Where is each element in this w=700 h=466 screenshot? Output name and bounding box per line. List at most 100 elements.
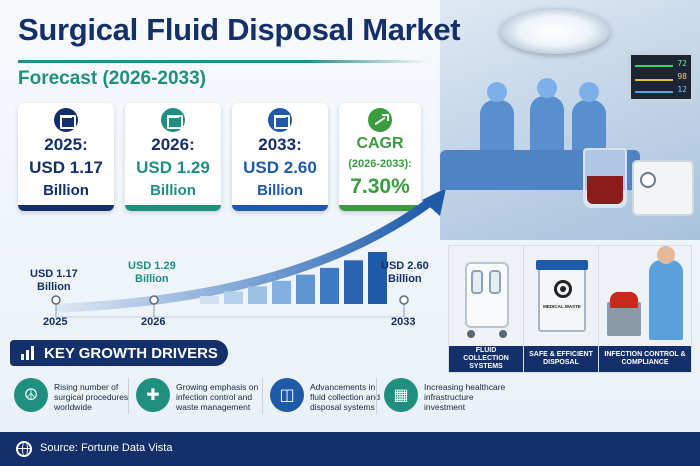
- stat-card-cagr: CAGR (2026-2033): 7.30%: [339, 103, 421, 211]
- calendar-icon: [54, 108, 78, 132]
- surgical-lamp: [500, 8, 610, 54]
- stat-unit: Billion: [257, 182, 303, 199]
- card-accent-bar: [18, 205, 114, 211]
- title-divider: [18, 60, 428, 63]
- bar-chart-icon: [20, 345, 36, 361]
- hospital-icon: ▦: [384, 378, 418, 412]
- gauge-icon: [640, 172, 656, 188]
- marker-value: USD 2.60: [381, 260, 429, 272]
- marker-label-2033: USD 2.60 Billion: [381, 260, 429, 286]
- card-accent-bar: [339, 205, 421, 211]
- timeline-markers: [51, 295, 409, 317]
- stat-unit: Billion: [150, 182, 196, 199]
- bin-lid: [536, 260, 588, 270]
- stat-card-2033: 2033: USD 2.60 Billion: [232, 103, 328, 211]
- divider: [376, 378, 377, 414]
- growth-bar: [248, 286, 267, 304]
- cagr-period: (2026-2033):: [348, 158, 412, 170]
- monitor-readout: 98: [677, 72, 687, 81]
- timeline-marker: [399, 295, 409, 305]
- marker-unit: Billion: [388, 273, 422, 286]
- calendar-icon: [268, 108, 292, 132]
- driver-text: Advancements in fluid collection and dis…: [310, 382, 380, 413]
- key-growth-drivers-banner: KEY GROWTH DRIVERS: [10, 340, 228, 366]
- growth-bars: [200, 252, 387, 304]
- monitor-trace: [635, 65, 673, 67]
- monitor-readout: 72: [677, 59, 687, 68]
- stat-unit: Billion: [43, 182, 89, 199]
- growth-bar: [200, 296, 219, 304]
- biohazard-icon: [554, 280, 572, 298]
- product-caption: SAFE & EFFICIENT DISPOSAL: [524, 346, 598, 372]
- growth-bar: [368, 252, 387, 304]
- wheel-icon: [467, 330, 475, 338]
- growth-bar: [344, 260, 363, 304]
- operating-room-photo: 72 98 12: [440, 0, 700, 240]
- collected-fluid: [587, 176, 623, 204]
- cagr-value: 7.30%: [350, 175, 410, 198]
- product-tile-disposal: MEDICAL WASTE SAFE & EFFICIENT DISPOSAL: [523, 245, 599, 373]
- growth-arrow: [55, 197, 435, 313]
- marker-value: USD 1.17: [30, 268, 78, 280]
- shield-cross-icon: ✚: [136, 378, 170, 412]
- monitor-trace: [635, 79, 673, 81]
- product-caption: FLUID COLLECTION SYSTEMS: [449, 346, 523, 372]
- stat-value: USD 1.29: [136, 158, 210, 177]
- driver-item: ✚ Growing emphasis on infection control …: [136, 374, 258, 422]
- marker-unit: Billion: [37, 281, 71, 294]
- biohazard-bag: [610, 292, 638, 308]
- stat-year: 2033:: [258, 135, 302, 154]
- growth-timeline: USD 1.17 Billion USD 1.29 Billion USD 2.…: [0, 188, 450, 335]
- marker-unit: Billion: [135, 273, 169, 286]
- cagr-label: CAGR: [356, 135, 404, 152]
- calendar-icon: [161, 108, 185, 132]
- stat-card-2026: 2026: USD 1.29 Billion: [125, 103, 221, 211]
- canister-icon: [489, 270, 501, 294]
- stat-year: 2026:: [151, 135, 195, 154]
- suction-pump: [632, 160, 694, 216]
- section-heading: KEY GROWTH DRIVERS: [44, 345, 218, 362]
- vital-signs-monitor: 72 98 12: [628, 52, 694, 102]
- marker-label-2026: USD 1.29 Billion: [128, 260, 176, 286]
- wheel-icon: [499, 330, 507, 338]
- stat-value: USD 1.17: [29, 158, 103, 177]
- driver-text: Increasing healthcare infrastructure inv…: [424, 382, 506, 413]
- stat-card-2025: 2025: USD 1.17 Billion: [18, 103, 114, 211]
- monitor-trace: [635, 91, 673, 93]
- marker-label-2025: USD 1.17 Billion: [30, 268, 78, 294]
- page-title: Surgical Fluid Disposal Market: [18, 12, 461, 47]
- driver-item: ◫ Advancements in fluid collection and d…: [270, 374, 380, 422]
- growth-bar: [272, 280, 291, 304]
- product-tile-infection-control: INFECTION CONTROL & COMPLIANCE: [598, 245, 692, 373]
- marker-year: 2033: [391, 316, 416, 328]
- device-icon: ◫: [270, 378, 304, 412]
- divider: [128, 378, 129, 414]
- red-bag-bin: [607, 292, 641, 336]
- timeline-marker: [149, 295, 159, 305]
- driver-text: Rising number of surgical procedures wor…: [54, 382, 129, 413]
- canister-icon: [471, 270, 483, 294]
- growth-bar: [320, 267, 339, 304]
- growth-bar: [296, 274, 315, 304]
- divider: [262, 378, 263, 414]
- nurse-figure: [649, 246, 683, 340]
- drivers-list: ☮ Rising number of surgical procedures w…: [0, 370, 700, 426]
- product-caption: INFECTION CONTROL & COMPLIANCE: [599, 346, 691, 372]
- marker-year: 2025: [43, 316, 68, 328]
- growth-chart-icon: [368, 108, 392, 132]
- stat-year: 2025:: [44, 135, 88, 154]
- medical-waste-bin: MEDICAL WASTE: [536, 260, 588, 332]
- monitor-readout: 12: [677, 85, 687, 94]
- marker-year: 2026: [141, 316, 166, 328]
- surgeon-figure: [530, 78, 564, 160]
- product-tile-collection: FLUID COLLECTION SYSTEMS: [448, 245, 524, 373]
- suction-canister: [583, 148, 627, 208]
- card-accent-bar: [232, 205, 328, 211]
- timeline-marker: [51, 295, 61, 305]
- surgeon-icon: ☮: [14, 378, 48, 412]
- collection-cart-icon: [465, 262, 509, 328]
- source-note: Source: Fortune Data Vista: [40, 442, 173, 454]
- page-subtitle: Forecast (2026-2033): [18, 68, 206, 89]
- stat-value: USD 2.60: [243, 158, 317, 177]
